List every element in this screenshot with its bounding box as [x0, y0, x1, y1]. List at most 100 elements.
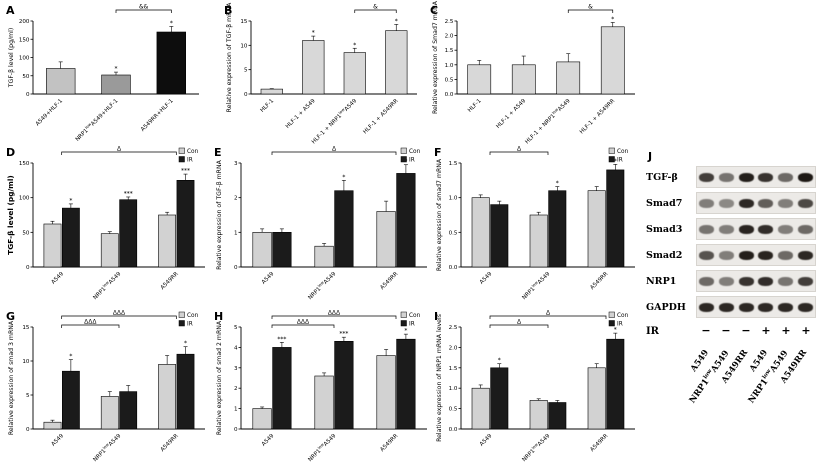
y-axis-label: TGF-β level (pg/ml): [8, 28, 15, 88]
protein-band: [758, 172, 774, 182]
svg-text:1.5: 1.5: [449, 161, 458, 167]
protein-band: [797, 172, 813, 182]
y-ticks: 0.0 0.5 1.0 1.5 2.0 2.5: [445, 19, 457, 98]
x-labels: A549 NRP1lowA549 A549RR: [479, 431, 610, 463]
protein-band: [699, 276, 715, 286]
sig-bracket-label: Δ: [517, 146, 522, 153]
svg-text:NRP1lowA549: NRP1lowA549: [91, 269, 123, 301]
protein-band: [797, 302, 813, 312]
svg-text:*: *: [611, 16, 614, 23]
x-labels: A549 NRP1lowA549 A549RR: [261, 269, 400, 301]
svg-text:0.0: 0.0: [449, 427, 458, 433]
blot-lane: [776, 271, 796, 291]
blot-lane: [756, 271, 776, 291]
panel-f: F Relative expression of smad7 mRNA 0.0 0.…: [434, 146, 640, 308]
protein-band: [738, 302, 754, 312]
panel-i: I Relative expression of NRP1 mRNA level…: [434, 310, 640, 470]
sig-bracket: [489, 324, 549, 328]
blot-lane: [795, 193, 815, 213]
protein-band: [699, 172, 715, 182]
svg-text:1: 1: [234, 230, 238, 236]
blot-row: Smad2: [646, 242, 816, 268]
blot-row: GAPDH: [646, 294, 816, 320]
blot-lane-strip: [696, 166, 816, 188]
panel-e: E Relative expression of TGF-β mRNA 0 1 2 3 *…: [214, 146, 432, 308]
blot-lane: [697, 167, 717, 187]
svg-text:***: ***: [124, 191, 133, 198]
legend: Con IR: [608, 311, 629, 328]
svg-text:1.0: 1.0: [445, 63, 454, 69]
blot-lane-strip: [696, 270, 816, 292]
protein-band: [758, 276, 774, 286]
panel-e-letter: E: [214, 146, 222, 159]
blot-lane: [736, 219, 756, 239]
blot-lane: [776, 245, 796, 265]
panel-g-letter: G: [6, 310, 16, 323]
svg-text:*: *: [404, 328, 407, 335]
svg-text:Con: Con: [187, 149, 199, 155]
svg-text:*: *: [170, 20, 173, 27]
protein-band: [719, 224, 734, 234]
svg-text:*: *: [312, 30, 315, 37]
blot-lane: [776, 219, 796, 239]
svg-text:Con: Con: [409, 149, 421, 155]
svg-text:*: *: [614, 158, 617, 165]
svg-text:15: 15: [240, 19, 248, 25]
chart-h-grouped-bar-chart: Relative expression of smad 2 mRNA 0 1 2 3 4 5…: [216, 310, 427, 463]
y-ticks: 0.0 0.5 1.0 1.5: [449, 161, 461, 271]
y-axis-label: Relative expression of smad7 mRNA: [436, 158, 443, 271]
ir-sign: −: [721, 324, 731, 337]
protein-band: [758, 198, 774, 208]
protein-band: [719, 276, 734, 286]
svg-text:2.0: 2.0: [445, 34, 454, 40]
protein-band: [699, 250, 715, 260]
blot-lane: [776, 193, 796, 213]
protein-band: [778, 224, 794, 234]
svg-text:1.5: 1.5: [449, 366, 458, 372]
svg-text:*: *: [184, 340, 187, 347]
panel-c-letter: C: [430, 4, 439, 17]
blot-lane: [697, 271, 717, 291]
blot-lane: [717, 297, 737, 317]
svg-text:A549: A549: [479, 433, 494, 448]
blot-lane: [736, 167, 756, 187]
ir-sign: −: [701, 324, 711, 337]
protein-band: [797, 224, 813, 234]
sig-bracket-label: Δ: [517, 319, 522, 326]
svg-text:0.5: 0.5: [449, 230, 458, 236]
blot-lane-strip: [696, 244, 816, 266]
svg-text:10: 10: [22, 359, 30, 365]
bars: **: [252, 158, 416, 268]
svg-text:10: 10: [240, 43, 248, 49]
svg-text:IR: IR: [617, 158, 623, 164]
panel-d: D TGF-β level (pg/ml) 0 50 100 150 * *** *** Con…: [6, 146, 210, 308]
svg-text:HLF-1 + A549RR: HLF-1 + A549RR: [579, 98, 616, 135]
y-ticks: 0 5 10 15: [240, 19, 251, 98]
blot-lane: [736, 271, 756, 291]
panel-a: A TGF-β level (pg/ml) 0 50 100 150 200 * * && A54…: [6, 4, 204, 144]
chart-g-grouped-bar-chart: Relative expression of smad 3 mRNA 0 5 10 15…: [8, 310, 205, 463]
blot-lane: [795, 297, 815, 317]
svg-text:A549: A549: [51, 271, 66, 286]
blot-row-label: TGF-β: [646, 171, 678, 183]
blot-lane: [697, 297, 717, 317]
panel-i-letter: I: [434, 310, 439, 323]
protein-band: [797, 276, 813, 286]
chart-e-grouped-bar-chart: Relative expression of TGF-β mRNA0123**C…: [216, 146, 427, 301]
svg-text:A549RR+HLF-1: A549RR+HLF-1: [140, 98, 175, 133]
ir-sign: −: [741, 324, 751, 337]
svg-text:NRP1lowA549: NRP1lowA549: [91, 431, 123, 463]
svg-text:Con: Con: [187, 313, 199, 319]
svg-text:A549RR: A549RR: [379, 271, 399, 291]
bars: *******: [252, 328, 416, 430]
svg-text:*: *: [342, 174, 345, 181]
svg-text:0: 0: [234, 265, 238, 271]
ir-sign: +: [801, 324, 811, 337]
svg-text:1.0: 1.0: [449, 196, 458, 202]
protein-band: [797, 198, 813, 208]
sig-bracket-label: Δ: [117, 146, 122, 153]
protein-band: [738, 198, 754, 208]
blot-lane: [795, 219, 815, 239]
y-ticks: 0 1 2 3 4 5: [234, 325, 241, 433]
svg-text:A549: A549: [261, 433, 276, 448]
